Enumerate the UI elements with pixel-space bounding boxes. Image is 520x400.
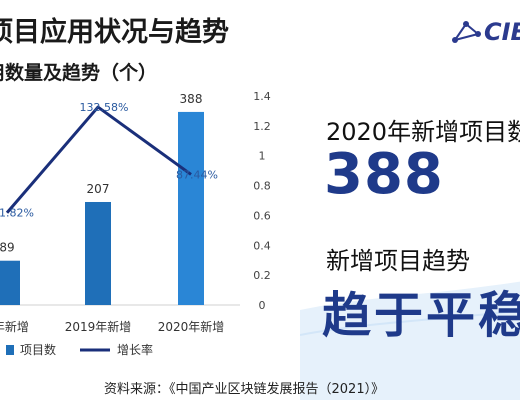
page-title: 项目应用状况与趋势: [0, 17, 229, 48]
trend-label: 新增项目趋势: [326, 247, 470, 275]
category-label-0: 8年新增: [0, 319, 29, 334]
new-projects-label: 2020年新增项目数: [326, 118, 520, 146]
growth-label-0: 61.82%: [0, 207, 34, 220]
legend-swatch-bars: [6, 345, 14, 355]
y2-tick-1: 0.2: [253, 269, 271, 282]
bar-label-1: 207: [87, 182, 110, 196]
bar-label-0: 89: [0, 241, 15, 255]
bar-1: [85, 201, 111, 305]
chart-subtitle: 用数量及趋势（个）: [0, 62, 158, 84]
network-logo-icon: [452, 21, 481, 43]
cib-logo: CIB: [452, 18, 520, 46]
source-note: 资料来源：《中国产业区块链发展报告（2021）》: [104, 382, 385, 397]
category-label-2: 2020年新增: [158, 319, 225, 334]
trend-value: 趋于平稳: [322, 287, 520, 344]
bar-2: [178, 111, 204, 305]
new-projects-value: 388: [324, 142, 444, 207]
bar-label-2: 388: [180, 92, 203, 106]
category-label-1: 2019年新增: [65, 319, 132, 334]
y2-tick-7: 1.4: [253, 90, 271, 103]
y2-tick-3: 0.6: [253, 209, 271, 222]
legend-label-line: 增长率: [117, 342, 153, 357]
growth-line: [5, 105, 192, 214]
y2-tick-2: 0.4: [253, 239, 271, 252]
y2-tick-6: 1.2: [253, 120, 271, 133]
growth-label-2: 87.44%: [176, 168, 218, 181]
projects-chart: 89 207 388 61.82% 132.58% 87.44% 8年新增 2019年新增 2…: [0, 90, 271, 357]
growth-label-1: 132.58%: [80, 101, 129, 114]
y2-tick-0: 0: [259, 299, 266, 312]
logo-text: CIB: [484, 18, 520, 46]
y2-tick-4: 0.8: [253, 180, 271, 193]
y2-tick-5: 1: [259, 150, 266, 163]
bar-0: [0, 260, 20, 305]
legend-label-bars: 项目数: [20, 342, 56, 357]
decorative-wave: [300, 281, 520, 400]
